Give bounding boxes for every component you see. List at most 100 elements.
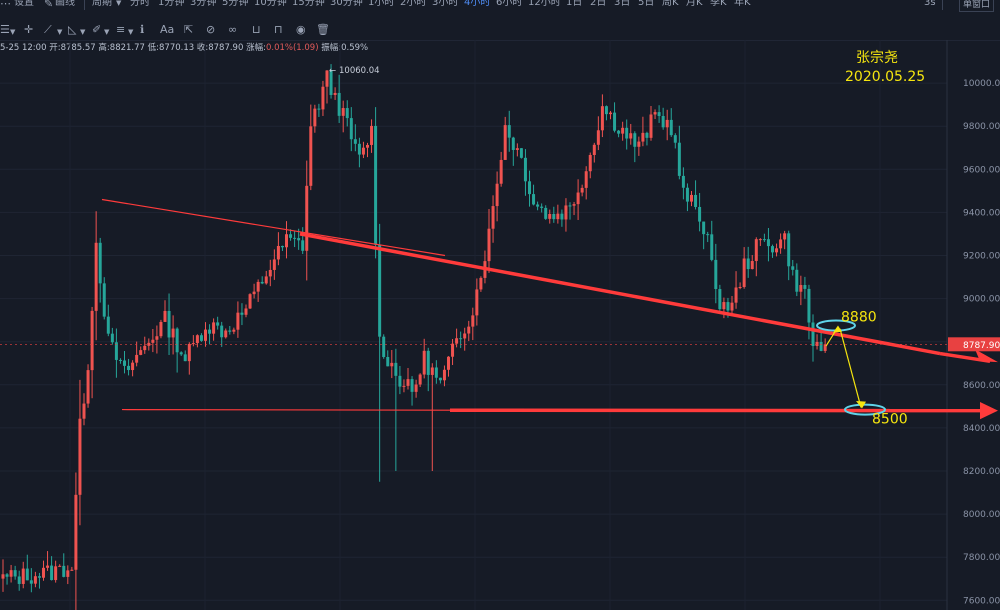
brush-icon[interactable]: ✐	[92, 23, 101, 37]
period-tab[interactable]: 2小时	[400, 0, 426, 10]
period-tab[interactable]: 3分钟	[190, 0, 216, 10]
candle-body	[232, 330, 235, 332]
candle-body	[771, 246, 774, 252]
candle-body	[686, 188, 689, 202]
candle-body	[350, 118, 353, 139]
period-tab[interactable]: 5日	[638, 0, 654, 10]
period-tab[interactable]: 6小时	[496, 0, 522, 10]
candlestick-chart[interactable]: ← 10060.04 张宗尧 2020.05.25 8880 8500 7600.00 78…	[0, 40, 1000, 610]
crosshair-icon[interactable]: ✛	[24, 23, 33, 37]
candle-body	[240, 313, 243, 315]
tool-icon[interactable]: ☰	[0, 23, 10, 37]
candle-body	[783, 233, 786, 239]
refresh-interval[interactable]: 3s	[924, 0, 936, 10]
ruler-icon[interactable]: ⊘	[206, 23, 215, 37]
candle-body	[601, 106, 604, 130]
period-tab[interactable]: 1小时	[368, 0, 394, 10]
period-tab[interactable]: 5分钟	[222, 0, 248, 10]
candle-body	[107, 317, 110, 334]
period-tab[interactable]: 15分钟	[292, 0, 325, 10]
period-tab[interactable]: 30分钟	[330, 0, 363, 10]
fibonacci-icon[interactable]: ≡	[116, 23, 125, 37]
y-tick-label: 8000.00	[963, 510, 1000, 520]
candle-body	[407, 379, 410, 386]
candle-body	[164, 311, 167, 322]
candle-body	[496, 184, 499, 206]
y-tick-label: 8600.00	[963, 381, 1000, 391]
period-tab[interactable]: 分时	[130, 0, 150, 10]
candle-body	[245, 308, 248, 314]
period-tab[interactable]: 季K	[710, 0, 727, 10]
candle-body	[528, 181, 531, 194]
candle-body	[544, 208, 547, 219]
y-tick-label: 10000.00	[963, 79, 1000, 89]
settings-button[interactable]: 设置	[14, 0, 34, 10]
candle-body	[492, 206, 495, 229]
candle-body	[147, 343, 150, 346]
period-tab[interactable]: 10分钟	[254, 0, 287, 10]
line-icon[interactable]: ⟋	[44, 23, 52, 37]
measure-icon[interactable]: ⇱	[184, 23, 193, 37]
candle-body	[155, 336, 158, 340]
period-tab[interactable]: 周K	[662, 0, 679, 10]
candle-body	[261, 282, 264, 283]
window-mode-button[interactable]: 单窗口	[959, 0, 994, 12]
trash-icon[interactable]: 🗑	[316, 23, 330, 37]
y-tick-label: 9600.00	[963, 165, 1000, 175]
period-label[interactable]: 周期	[92, 0, 112, 10]
candle-body	[621, 128, 624, 134]
period-tab[interactable]: 4小时	[464, 0, 490, 10]
candle-body	[690, 195, 693, 202]
text-icon[interactable]: Aa	[160, 23, 174, 37]
chevron-down-icon[interactable]: ▼	[116, 0, 121, 7]
candle-body	[467, 327, 470, 334]
period-tab[interactable]: 年K	[734, 0, 751, 10]
candle-body	[597, 130, 600, 144]
candle-body	[127, 366, 130, 370]
chevron-down-icon[interactable]: ▼	[80, 25, 85, 39]
candle-body	[735, 287, 738, 302]
candle-body	[180, 352, 183, 354]
angle-icon[interactable]: ◺	[68, 23, 76, 37]
candle-body	[816, 342, 819, 346]
magnet-icon[interactable]: ⊔	[252, 23, 261, 37]
lock-icon[interactable]: ⊓	[274, 23, 283, 37]
candle-body	[38, 576, 41, 578]
candle-body	[431, 367, 434, 374]
candle-body	[548, 214, 551, 219]
chevron-down-icon[interactable]: ▼	[104, 25, 109, 39]
pencil-icon[interactable]: ✎	[44, 0, 53, 10]
candle-body	[172, 329, 175, 338]
candle-body	[74, 495, 77, 570]
candle-body	[787, 233, 790, 266]
period-tab[interactable]: 1分钟	[158, 0, 184, 10]
period-tab[interactable]: 12小时	[528, 0, 561, 10]
candle-body	[564, 205, 567, 219]
candle-body	[50, 566, 53, 580]
eye-icon[interactable]: ◉	[296, 23, 306, 37]
text-tool-icon[interactable]: ℹ	[140, 23, 144, 37]
grid-icon[interactable]: ⋯	[0, 0, 11, 10]
period-tab[interactable]: 3小时	[432, 0, 458, 10]
candle-body	[674, 135, 677, 143]
candle-body	[317, 109, 320, 110]
candle-body	[216, 322, 219, 325]
candle-body	[196, 335, 199, 343]
chevron-down-icon[interactable]: ▼	[57, 25, 62, 39]
draw-button[interactable]: 画线	[55, 0, 75, 10]
period-tab[interactable]: 2日	[590, 0, 606, 10]
period-tab[interactable]: 月K	[686, 0, 703, 10]
candle-body	[427, 351, 430, 375]
period-tab[interactable]: 3日	[614, 0, 630, 10]
chevron-down-icon[interactable]: ▼	[10, 25, 15, 39]
candle-body	[560, 214, 563, 220]
candle-body	[508, 125, 511, 138]
drawing-tools-bar: ☰ ▼ ✛ ⟋ ▼ ◺ ▼ ✐ ▼ ≡ ▼ ℹ Aa ⇱ ⊘ ∞ ⊔ ⊓ ◉ 🗑	[0, 20, 1000, 41]
link-icon[interactable]: ∞	[228, 23, 237, 37]
candle-body	[285, 234, 288, 247]
chevron-down-icon[interactable]: ▼	[128, 25, 133, 39]
period-tab[interactable]: 1日	[566, 0, 582, 10]
candle-body	[540, 207, 543, 208]
candle-body	[58, 566, 61, 567]
candle-body	[14, 570, 17, 576]
